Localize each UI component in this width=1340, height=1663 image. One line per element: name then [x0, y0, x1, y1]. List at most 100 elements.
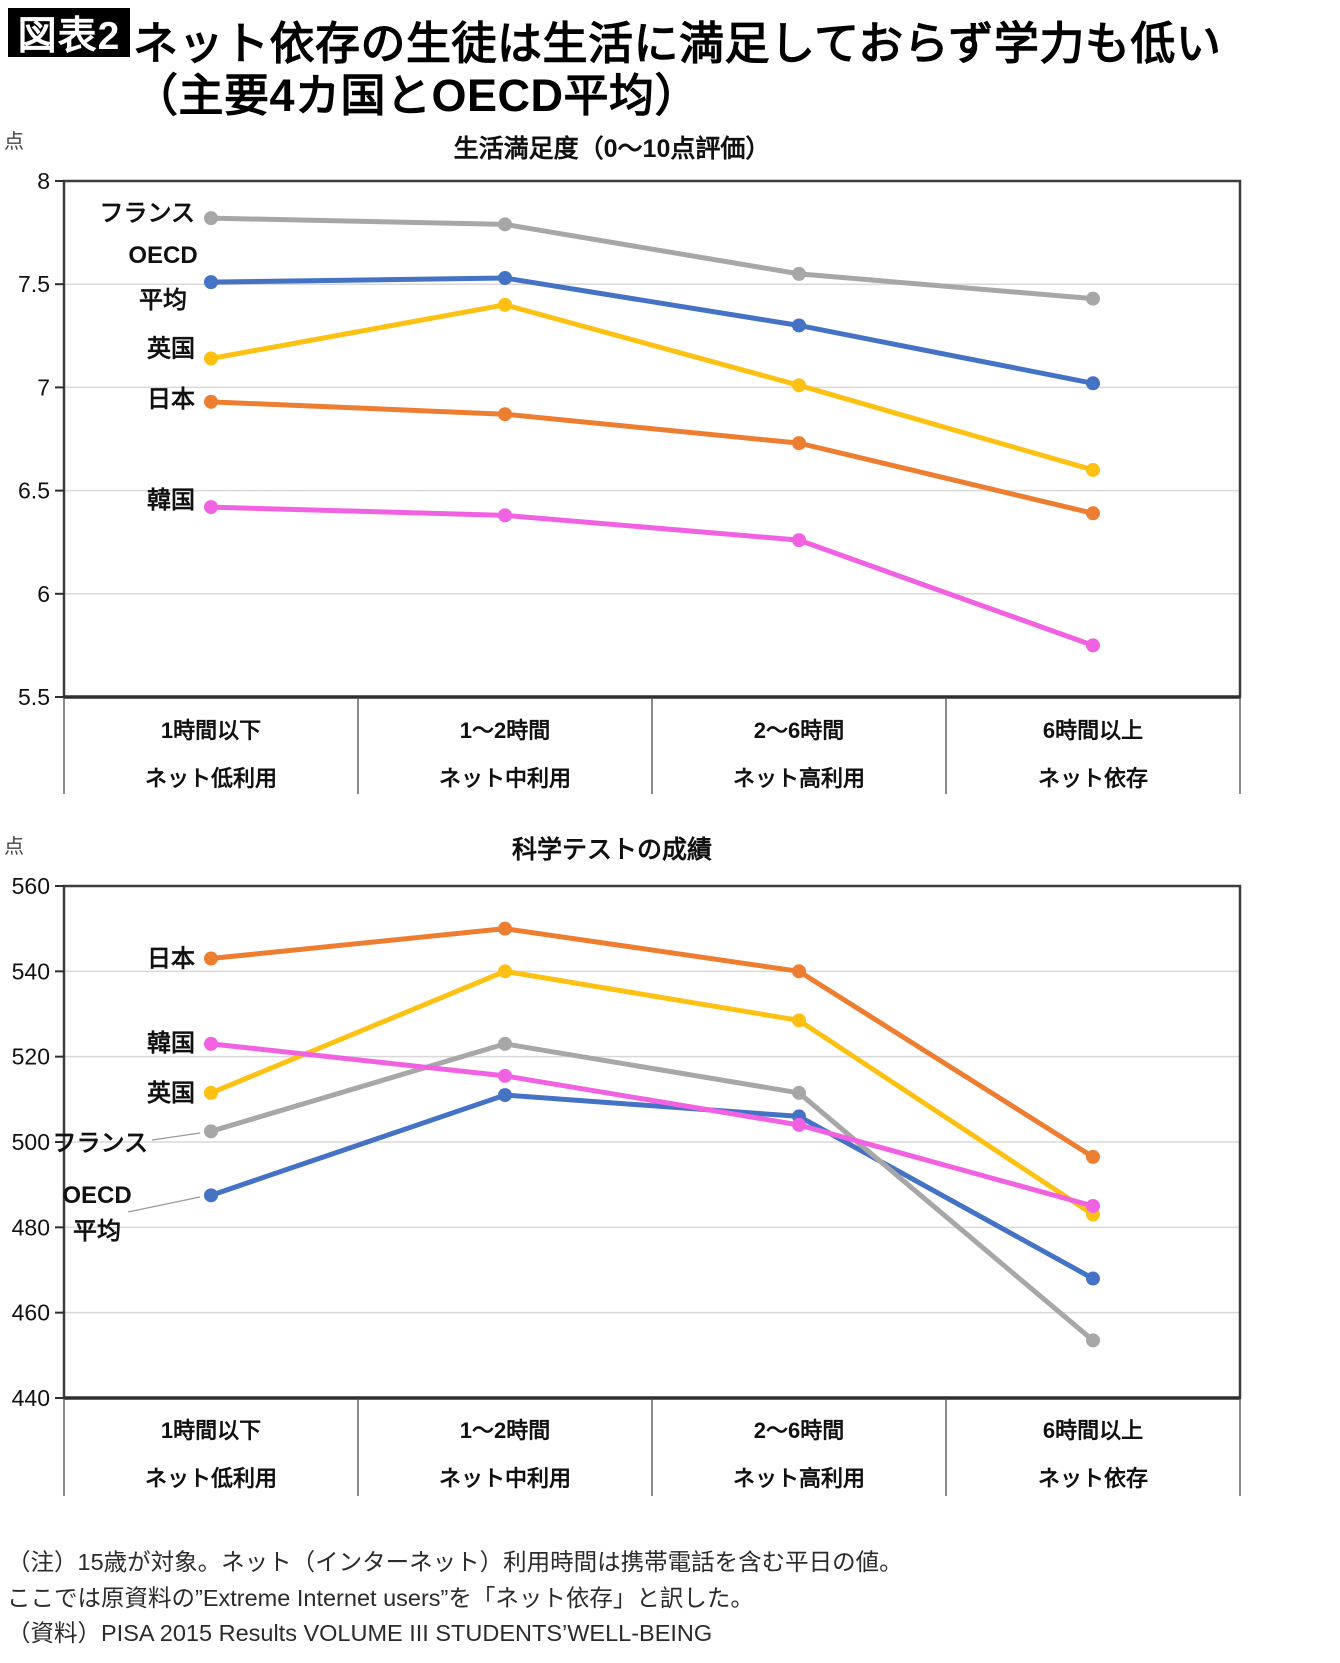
data-point-marker-日本 — [498, 407, 512, 422]
data-point-marker-日本 — [204, 394, 218, 409]
data-point-marker-日本 — [792, 964, 806, 979]
y-tick-label: 520 — [12, 1044, 50, 1070]
page-title-line1: ネット依存の生徒は生活に満足しておらず学力も低い — [133, 18, 1222, 69]
y-tick-label: 540 — [12, 958, 50, 984]
x-category-sublabel: ネット高利用 — [733, 1466, 865, 1491]
x-category-label: 1〜2時間 — [460, 718, 550, 743]
data-point-marker-フランス — [1086, 1333, 1100, 1348]
y-tick-label: 440 — [12, 1385, 50, 1411]
data-point-marker-英国 — [498, 297, 512, 312]
data-point-marker-韓国 — [204, 1036, 218, 1051]
series-line-フランス — [208, 1041, 1096, 1343]
data-point-marker-フランス — [1086, 291, 1100, 306]
x-category-label: 1時間以下 — [161, 718, 261, 743]
data-point-marker-OECD平均 — [1086, 376, 1100, 391]
data-point-marker-韓国 — [792, 1117, 806, 1132]
data-point-marker-韓国 — [498, 508, 512, 523]
y-axis-unit-label: 点 — [4, 130, 24, 153]
y-tick-label: 6.5 — [18, 478, 50, 504]
series-label-OECD平均: 平均 — [139, 286, 187, 314]
y-tick-label: 480 — [12, 1214, 50, 1240]
y-tick-label: 5.5 — [18, 684, 50, 710]
series-label-フランス: フランス — [52, 1130, 148, 1157]
data-point-marker-OECD平均 — [204, 1188, 218, 1203]
x-category-label: 1時間以下 — [161, 1418, 261, 1443]
x-category-sublabel: ネット低利用 — [145, 766, 277, 791]
data-point-marker-韓国 — [1086, 638, 1100, 653]
data-point-marker-英国 — [204, 1085, 218, 1100]
y-tick-label: 460 — [12, 1300, 50, 1326]
data-point-marker-フランス — [498, 217, 512, 232]
data-point-marker-英国 — [204, 351, 218, 366]
series-line-OECD平均 — [208, 275, 1096, 386]
series-line-英国 — [208, 302, 1096, 473]
y-tick-label: 8 — [37, 168, 50, 194]
plot-border — [62, 179, 1242, 699]
figure-number-badge: 図表2 — [8, 8, 130, 58]
data-point-marker-韓国 — [498, 1068, 512, 1083]
chart-title: 生活満足度（0〜10点評価） — [454, 134, 771, 163]
chart-title: 科学テストの成績 — [512, 835, 712, 864]
series-label-英国: 英国 — [147, 1080, 195, 1107]
data-point-marker-英国 — [792, 378, 806, 393]
series-label-日本: 日本 — [147, 946, 195, 973]
data-point-marker-日本 — [204, 951, 218, 966]
data-point-marker-フランス — [792, 266, 806, 281]
x-category-sublabel: ネット中利用 — [439, 766, 571, 791]
series-line-英国 — [208, 968, 1096, 1218]
data-point-marker-OECD平均 — [498, 271, 512, 286]
series-label-OECD平均: OECD — [128, 242, 197, 269]
data-point-marker-韓国 — [1086, 1199, 1100, 1213]
data-point-marker-韓国 — [792, 533, 806, 548]
data-point-marker-OECD平均 — [1086, 1271, 1100, 1286]
x-category-sublabel: ネット依存 — [1038, 766, 1148, 791]
label-leader-line — [127, 1196, 201, 1213]
series-line-韓国 — [208, 1041, 1096, 1209]
series-label-英国: 英国 — [147, 336, 195, 363]
data-point-marker-フランス — [792, 1085, 806, 1100]
series-line-フランス — [208, 215, 1096, 302]
y-axis-unit-label: 点 — [4, 835, 24, 858]
series-label-OECD平均: OECD — [62, 1182, 131, 1209]
footnote-line: ここでは原資料の”Extreme Internet users”を「ネット依存」… — [7, 1584, 754, 1611]
series-label-韓国: 韓国 — [147, 1030, 195, 1057]
x-category-label: 2〜6時間 — [754, 1418, 844, 1443]
x-category-label: 1〜2時間 — [460, 1418, 550, 1443]
x-category-label: 2〜6時間 — [754, 718, 844, 743]
y-tick-label: 7.5 — [18, 271, 50, 297]
series-label-OECD平均: 平均 — [73, 1217, 121, 1245]
data-point-marker-日本 — [498, 921, 512, 936]
data-point-marker-OECD平均 — [204, 275, 218, 290]
x-category-label: 6時間以上 — [1043, 1418, 1143, 1443]
data-point-marker-日本 — [1086, 506, 1100, 521]
x-category-sublabel: ネット高利用 — [733, 766, 865, 791]
data-point-marker-フランス — [204, 211, 218, 226]
x-category-sublabel: ネット中利用 — [439, 1466, 571, 1491]
series-label-フランス: フランス — [99, 200, 195, 227]
series-line-韓国 — [208, 504, 1096, 648]
x-category-label: 6時間以上 — [1043, 718, 1143, 743]
series-label-韓国: 韓国 — [147, 487, 195, 514]
series-label-日本: 日本 — [147, 386, 195, 413]
footnotes: （注）15歳が対象。ネット（インターネット）利用時間は携帯電話を含む平日の値。 … — [7, 1545, 903, 1652]
data-point-marker-英国 — [792, 1013, 806, 1028]
data-point-marker-日本 — [1086, 1149, 1100, 1164]
data-point-marker-韓国 — [204, 500, 218, 515]
data-point-marker-フランス — [204, 1124, 218, 1139]
label-leader-line — [151, 1132, 201, 1141]
data-point-marker-フランス — [498, 1036, 512, 1051]
data-point-marker-英国 — [498, 964, 512, 979]
y-tick-label: 7 — [37, 374, 50, 400]
y-tick-label: 500 — [12, 1129, 50, 1155]
page-title-line2: （主要4カ国とOECD平均） — [133, 70, 701, 121]
series-line-日本 — [208, 399, 1096, 516]
y-tick-label: 560 — [12, 873, 50, 899]
data-point-marker-日本 — [792, 436, 806, 451]
footnote-line: （注）15歳が対象。ネット（インターネット）利用時間は携帯電話を含む平日の値。 — [7, 1549, 903, 1575]
series-line-日本 — [208, 926, 1096, 1160]
series-line-OECD平均 — [208, 1092, 1096, 1282]
footnote-line: （資料）PISA 2015 Results VOLUME III STUDENT… — [7, 1620, 713, 1647]
data-point-marker-OECD平均 — [792, 318, 806, 333]
